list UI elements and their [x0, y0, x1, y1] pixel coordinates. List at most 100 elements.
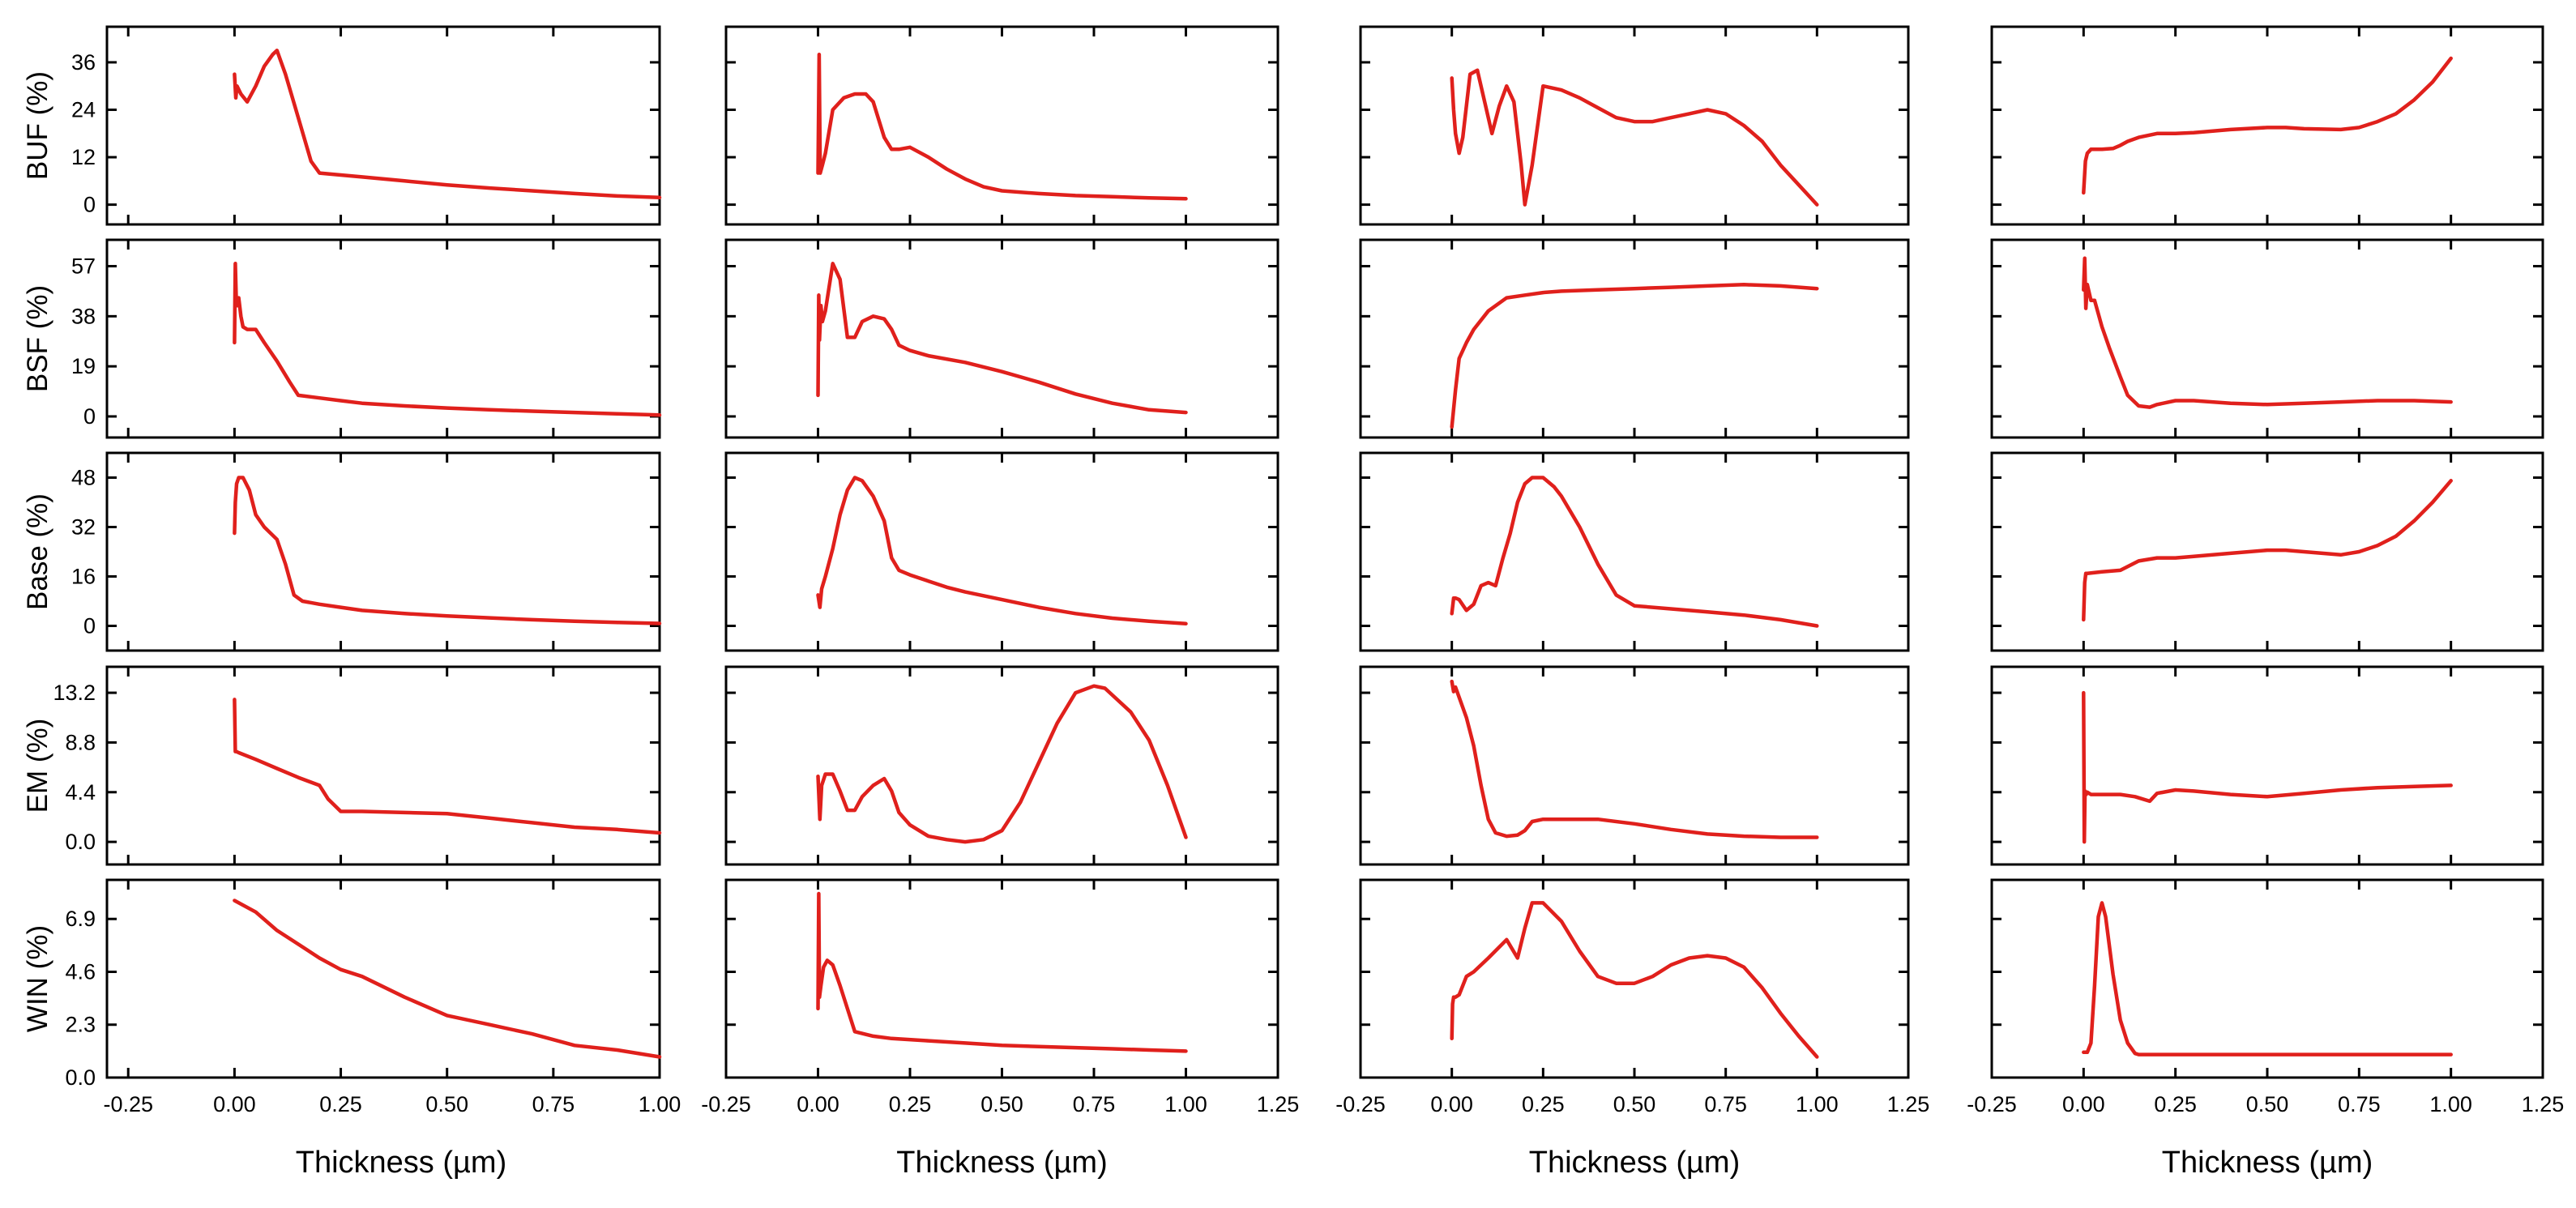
- panel-r2-c3: [1359, 238, 1910, 439]
- series-line-r4-c1: [233, 698, 662, 835]
- panel-frame: [724, 451, 1279, 652]
- x-tick-label: 1.25: [2522, 1092, 2565, 1116]
- panel-frame: [724, 878, 1279, 1079]
- series-line-r3-c2: [816, 476, 1188, 626]
- panel-r3-c2: [724, 451, 1279, 652]
- x-tick-label: 0.75: [2338, 1092, 2381, 1116]
- panel-frame: [1990, 25, 2544, 226]
- y-tick-label: 12: [71, 145, 96, 169]
- panel-frame: [105, 665, 661, 866]
- panel-frame: [105, 878, 661, 1079]
- x-axis-c4: -0.25 0.00 0.25 0.50 0.75 1.00 1.25 Thickness (…: [1967, 1092, 2564, 1180]
- panel-r5-c1: 0.0 2.3 4.6 6.9: [65, 878, 662, 1090]
- x-tick-label: 0.75: [532, 1092, 575, 1116]
- y-tick-label: 0.0: [65, 830, 96, 854]
- series-line-r2-c1: [233, 262, 662, 417]
- y-tick-label: 0.0: [65, 1065, 96, 1090]
- y-tick-label: 0: [83, 193, 96, 217]
- x-axis-title: Thickness (µm): [296, 1146, 506, 1180]
- panel-r1-c4: [1990, 25, 2544, 226]
- panel-r2-c4: [1990, 238, 2544, 439]
- x-tick-label: 1.00: [2429, 1092, 2472, 1116]
- x-axis-layer: -0.25 0.00 0.25 0.50 0.75 1.00 Thickness (µm) -…: [103, 1092, 2564, 1180]
- x-tick-label: -0.25: [701, 1092, 751, 1116]
- y-tick-label: 8.8: [65, 730, 96, 754]
- panel-r4-c3: [1359, 665, 1910, 866]
- panel-frame: [1359, 25, 1910, 226]
- y-axis-label: BUF (%): [22, 71, 53, 180]
- x-tick-label: -0.25: [103, 1092, 153, 1116]
- series-line-r5-c1: [233, 899, 662, 1059]
- x-tick-label: 0.25: [1522, 1092, 1565, 1116]
- panel-frame: [1990, 878, 2544, 1079]
- panel-frame: [1359, 238, 1910, 439]
- x-tick-label: 0.00: [797, 1092, 839, 1116]
- y-tick-label: 38: [71, 304, 96, 328]
- series-line-r4-c2: [816, 684, 1188, 844]
- series-line-r2-c2: [816, 262, 1188, 415]
- panel-r4-c1: 0.0 4.4 8.8 13.2: [53, 665, 662, 866]
- x-tick-label: 0.25: [319, 1092, 362, 1116]
- series-line-r1-c3: [1450, 68, 1819, 207]
- x-tick-label: 1.25: [1887, 1092, 1930, 1116]
- x-tick-label: 1.25: [1257, 1092, 1300, 1116]
- y-tick-label: 0: [83, 404, 96, 429]
- y-tick-label: 36: [71, 50, 96, 75]
- panel-r3-c3: [1359, 451, 1910, 652]
- series-line-r4-c4: [2082, 690, 2453, 844]
- panel-r4-c2: [724, 665, 1279, 866]
- y-axis-label: EM (%): [22, 719, 53, 813]
- x-axis-c1: -0.25 0.00 0.25 0.50 0.75 1.00 Thickness (µm): [103, 1092, 681, 1180]
- panel-frame: [1359, 451, 1910, 652]
- x-axis-title: Thickness (µm): [896, 1146, 1107, 1180]
- panel-r3-c1: 0 16 32 48: [71, 451, 662, 652]
- y-tick-label: 16: [71, 565, 96, 589]
- series-line-r3-c1: [233, 476, 662, 625]
- y-tick-label: 4.4: [65, 780, 96, 805]
- x-tick-label: 1.00: [639, 1092, 681, 1116]
- x-tick-label: 0.25: [889, 1092, 932, 1116]
- series-line-r3-c3: [1450, 476, 1819, 628]
- x-tick-label: 0.50: [2246, 1092, 2289, 1116]
- panel-r1-c2: [724, 25, 1279, 226]
- series-line-r1-c1: [233, 49, 662, 200]
- series-line-r5-c2: [816, 891, 1188, 1053]
- x-axis-c3: -0.25 0.00 0.25 0.50 0.75 1.00 1.25 Thickness (…: [1335, 1092, 1929, 1180]
- x-tick-label: -0.25: [1335, 1092, 1386, 1116]
- series-line-r2-c3: [1450, 283, 1819, 429]
- panel-r5-c3: [1359, 878, 1910, 1079]
- x-tick-label: 0.50: [1613, 1092, 1656, 1116]
- y-tick-label: 48: [71, 466, 96, 490]
- series-line-r2-c4: [2082, 256, 2453, 409]
- y-tick-label: 13.2: [53, 681, 96, 705]
- y-tick-label: 32: [71, 515, 96, 540]
- series-line-r4-c3: [1450, 679, 1819, 839]
- series-line-r5-c4: [2082, 901, 2453, 1056]
- series-line-r5-c3: [1450, 901, 1819, 1059]
- x-axis-title: Thickness (µm): [1529, 1146, 1740, 1180]
- x-tick-label: -0.25: [1967, 1092, 2017, 1116]
- panel-frame: [105, 451, 661, 652]
- y-tick-label: 57: [71, 254, 96, 279]
- panel-frame: [1990, 665, 2544, 866]
- x-tick-label: 0.00: [2062, 1092, 2105, 1116]
- panel-frame: [105, 25, 661, 226]
- x-tick-label: 1.00: [1164, 1092, 1207, 1116]
- x-tick-label: 0.50: [980, 1092, 1023, 1116]
- y-axis-label: WIN (%): [22, 925, 53, 1032]
- x-tick-label: 0.00: [1430, 1092, 1473, 1116]
- y-tick-label: 0: [83, 614, 96, 638]
- panel-r4-c4: [1990, 665, 2544, 866]
- y-tick-label: 6.9: [65, 907, 96, 931]
- x-tick-label: 0.25: [2154, 1092, 2197, 1116]
- x-tick-label: 0.75: [1073, 1092, 1116, 1116]
- y-axis-label: BSF (%): [22, 285, 53, 392]
- panel-frame: [724, 25, 1279, 226]
- panel-frame: [1359, 665, 1910, 866]
- y-tick-label: 4.6: [65, 959, 96, 984]
- panel-frame: [1990, 238, 2544, 439]
- y-tick-label: 19: [71, 354, 96, 378]
- panel-r2-c1: 0 19 38 57: [71, 238, 662, 439]
- y-axis-label: Base (%): [22, 493, 53, 610]
